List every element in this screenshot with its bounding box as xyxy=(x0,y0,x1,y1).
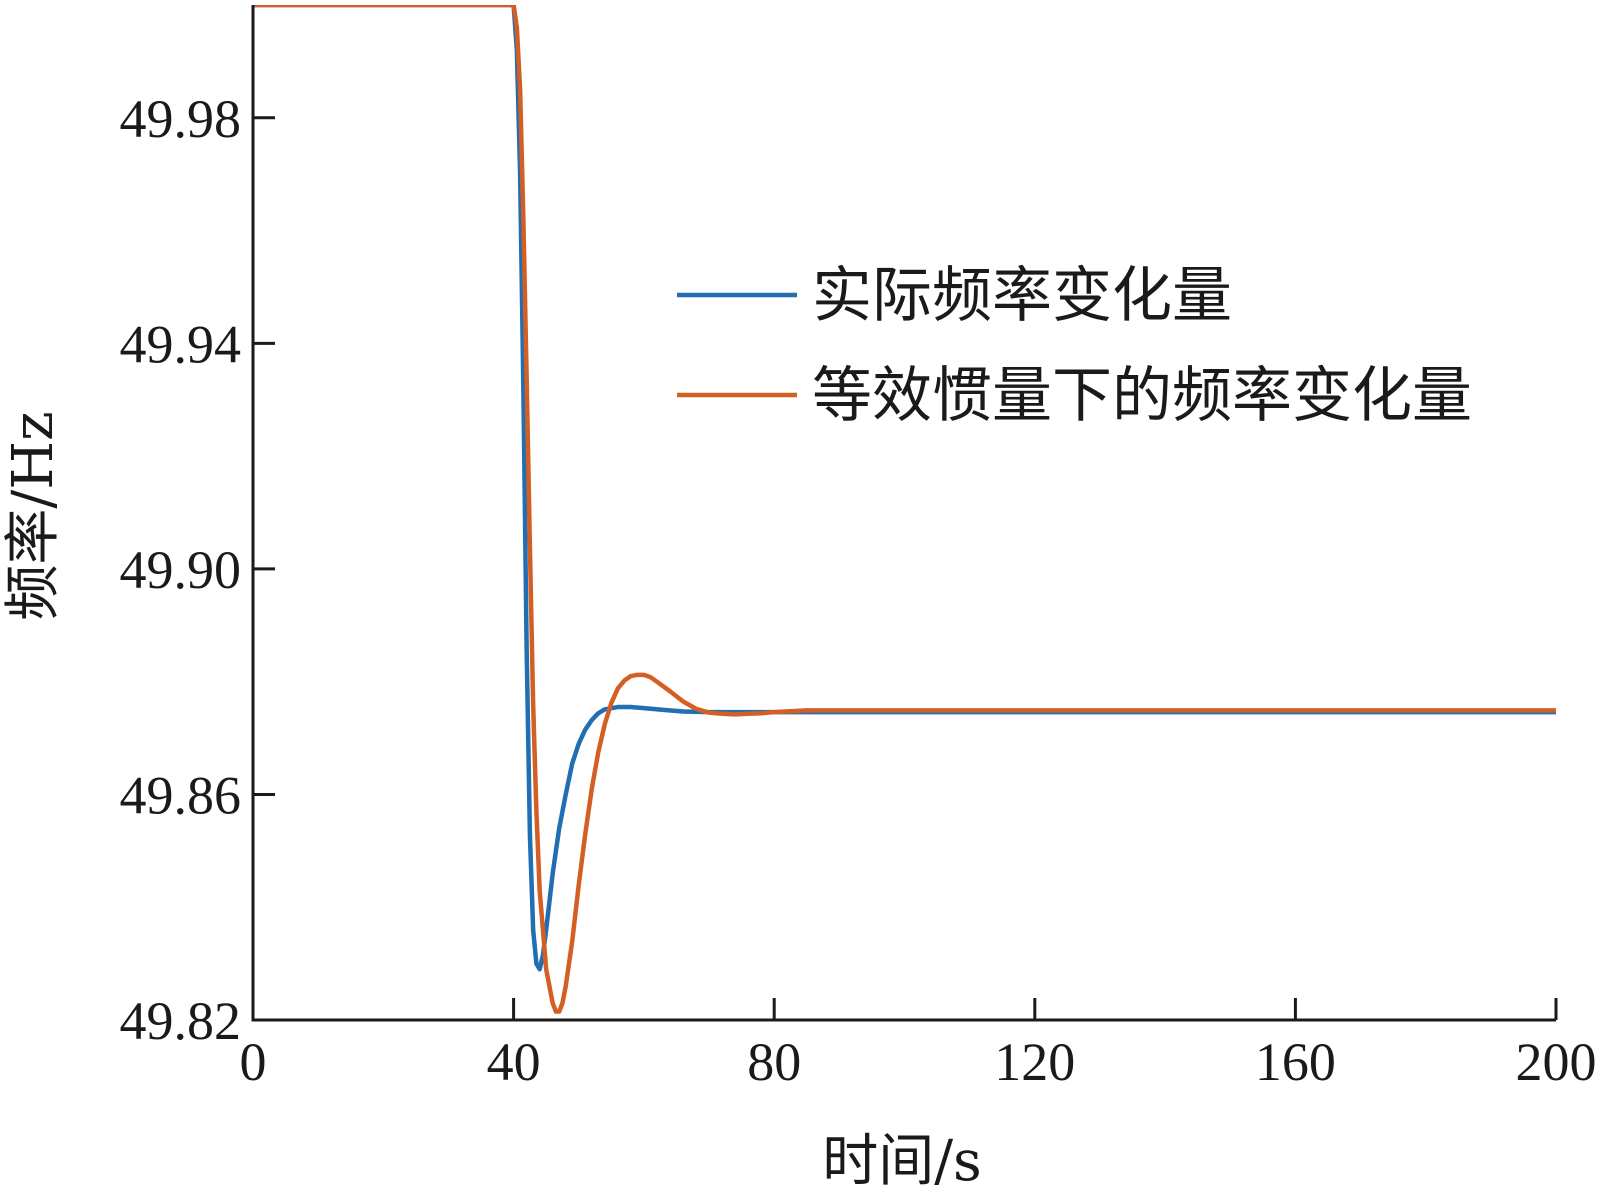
legend-label-1: 实际频率变化量 xyxy=(812,261,1232,331)
y-tick-label: 49.90 xyxy=(120,540,242,600)
y-tick-label: 49.98 xyxy=(120,89,242,149)
x-tick-label: 40 xyxy=(487,1032,541,1092)
x-tick-label: 200 xyxy=(1516,1032,1597,1092)
x-axis-title: 时间/s xyxy=(822,1129,982,1194)
series-line-2 xyxy=(253,5,1556,1014)
x-tick-label: 120 xyxy=(994,1032,1075,1092)
x-tick-label: 160 xyxy=(1255,1032,1336,1092)
y-tick-label: 49.94 xyxy=(120,314,242,374)
plot-area xyxy=(253,5,1556,1014)
axes xyxy=(251,5,1556,1022)
series-line-1 xyxy=(253,5,1556,972)
legend-label-2: 等效惯量下的频率变化量 xyxy=(812,361,1472,431)
y-tick-label: 49.86 xyxy=(120,765,242,825)
ticks: 0 40 80 120 160 200 49.82 49.86 49.90 49.94 49.98 xyxy=(120,89,1597,1092)
y-tick-label: 49.82 xyxy=(120,991,242,1051)
y-axis-title: 频率/Hz xyxy=(1,411,66,620)
x-tick-label: 80 xyxy=(747,1032,801,1092)
x-tick-label: 0 xyxy=(240,1032,267,1092)
